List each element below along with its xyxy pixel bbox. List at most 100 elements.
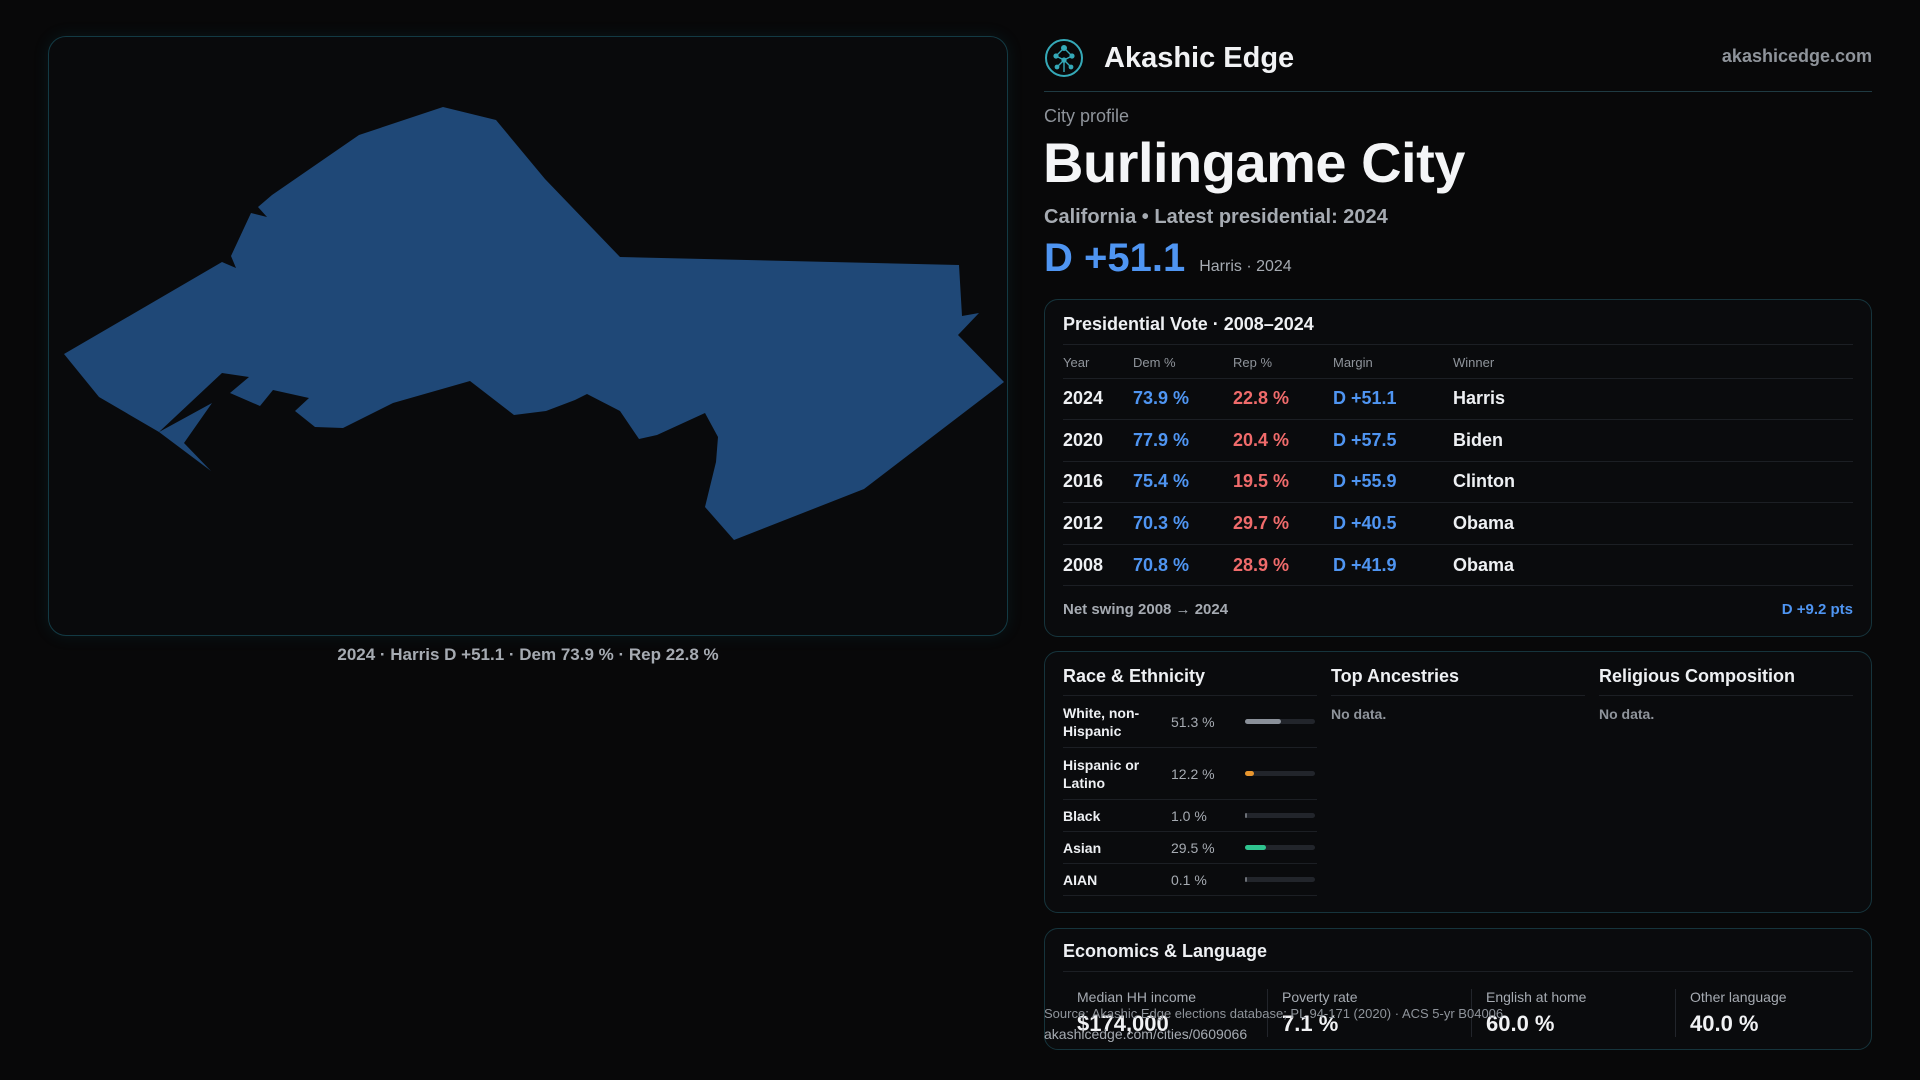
race-label: AIAN	[1063, 871, 1098, 888]
stat-poverty-rate: Poverty rate 7.1 %	[1267, 989, 1467, 1037]
race-bar	[1245, 813, 1315, 818]
dem-cell: 70.8 %	[1133, 544, 1233, 587]
economics-card: Economics & Language Median HH income $1…	[1044, 928, 1872, 1050]
site-link[interactable]: akashicedge.com	[1721, 46, 1872, 66]
dem-cell: 75.4 %	[1133, 461, 1233, 504]
race-bar	[1245, 771, 1315, 776]
religion-section: Religious Composition No data.	[1599, 666, 1853, 722]
stat-value: $174,000	[1077, 1011, 1169, 1036]
vote-card-title: Presidential Vote · 2008–2024	[1063, 314, 1314, 334]
race-bar	[1245, 719, 1315, 724]
table-row: 2016 75.4 % 19.5 % D +55.9 Clinton	[1063, 461, 1853, 504]
economics-title: Economics & Language	[1063, 941, 1268, 961]
margin-cell: D +40.5	[1333, 502, 1453, 545]
presidential-vote-card: Presidential Vote · 2008–2024 Year Dem %…	[1044, 299, 1872, 637]
stat-english-at-home: English at home 60.0 %	[1471, 989, 1671, 1037]
year-cell: 2016	[1063, 461, 1133, 504]
winner-cell: Clinton	[1453, 461, 1853, 504]
race-row: White, non-Hispanic 51.3 %	[1063, 696, 1317, 748]
tree-of-life-icon	[1045, 39, 1083, 77]
race-row: Black 1.0 %	[1063, 800, 1317, 832]
winner-cell: Obama	[1453, 502, 1853, 545]
race-percent: 12.2 %	[1171, 765, 1215, 782]
page-title: Burlingame City	[1043, 131, 1465, 194]
race-label: White, non-Hispanic	[1063, 704, 1140, 739]
rep-cell: 29.7 %	[1233, 502, 1333, 545]
demographics-card: Race & Ethnicity White, non-Hispanic 51.…	[1044, 651, 1872, 913]
dem-cell: 70.3 %	[1133, 502, 1233, 545]
header-divider	[1044, 91, 1872, 92]
margin-cell: D +41.9	[1333, 544, 1453, 587]
rep-cell: 28.9 %	[1233, 544, 1333, 587]
race-percent: 1.0 %	[1171, 807, 1207, 824]
map-svg	[64, 107, 1004, 540]
ancestry-title: Top Ancestries	[1331, 666, 1585, 696]
stat-value: 60.0 %	[1486, 1011, 1555, 1036]
table-header-row: Year Dem % Rep % Margin Winner	[1063, 348, 1853, 379]
city-subtitle: California • Latest presidential: 2024	[1044, 206, 1388, 228]
table-row: 2024 73.9 % 22.8 % D +51.1 Harris	[1063, 378, 1853, 421]
race-bar	[1245, 845, 1315, 850]
race-bar-fill	[1245, 719, 1281, 724]
race-bar-fill	[1245, 813, 1247, 818]
column-header-winner: Winner	[1453, 348, 1853, 379]
city-boundary-shape	[64, 107, 1004, 540]
race-percent: 0.1 %	[1171, 871, 1207, 888]
table-row: 2020 77.9 % 20.4 % D +57.5 Biden	[1063, 419, 1853, 462]
headline-margin: D +51.1 Harris · 2024	[1044, 236, 1292, 281]
race-row: Asian 29.5 %	[1063, 832, 1317, 864]
race-label: Black	[1063, 807, 1101, 824]
race-percent: 29.5 %	[1171, 839, 1215, 856]
column-header-rep: Rep %	[1233, 348, 1333, 379]
divider	[1063, 971, 1853, 972]
rep-cell: 20.4 %	[1233, 419, 1333, 462]
religion-empty: No data.	[1599, 706, 1655, 722]
dem-cell: 73.9 %	[1133, 378, 1233, 421]
margin-note: Harris · 2024	[1199, 258, 1292, 275]
margin-cell: D +51.1	[1333, 378, 1453, 421]
race-ethnicity-section: Race & Ethnicity White, non-Hispanic 51.…	[1063, 666, 1317, 896]
race-row: Hispanic or Latino 12.2 %	[1063, 748, 1317, 800]
stat-label: Other language	[1690, 989, 1787, 1005]
year-cell: 2008	[1063, 544, 1133, 587]
race-row: AIAN 0.1 %	[1063, 864, 1317, 896]
divider	[1063, 344, 1853, 345]
brand[interactable]: Akashic Edge	[1044, 38, 1294, 78]
source-note: Source: Akashic Edge elections database;…	[1044, 1006, 1504, 1021]
stat-label: English at home	[1486, 989, 1587, 1005]
rep-cell: 22.8 %	[1233, 378, 1333, 421]
rep-cell: 19.5 %	[1233, 461, 1333, 504]
net-swing-label: Net swing 2008 → 2024	[1063, 601, 1229, 618]
city-boundary-map	[48, 36, 1008, 636]
winner-cell: Harris	[1453, 378, 1853, 421]
race-label: Asian	[1063, 839, 1102, 856]
vote-table: Year Dem % Rep % Margin Winner 2024 73.9…	[1063, 348, 1853, 587]
race-label: Hispanic or Latino	[1063, 756, 1140, 791]
winner-cell: Obama	[1453, 544, 1853, 587]
stat-value: 40.0 %	[1690, 1011, 1759, 1036]
race-bar-fill	[1245, 877, 1247, 882]
margin-cell: D +57.5	[1333, 419, 1453, 462]
year-cell: 2012	[1063, 502, 1133, 545]
margin-value: D +51.1	[1044, 236, 1186, 280]
map-caption: 2024 · Harris D +51.1 · Dem 73.9 % · Rep…	[337, 645, 719, 664]
page-url[interactable]: akashicedge.com/cities/0609066	[1044, 1026, 1248, 1042]
year-cell: 2024	[1063, 378, 1133, 421]
winner-cell: Biden	[1453, 419, 1853, 462]
column-header-year: Year	[1063, 348, 1133, 379]
column-header-margin: Margin	[1333, 348, 1453, 379]
profile-label: City profile	[1044, 106, 1130, 126]
net-swing-value: D +9.2 pts	[1781, 601, 1853, 618]
brand-name: Akashic Edge	[1104, 41, 1295, 74]
race-title: Race & Ethnicity	[1063, 666, 1317, 696]
table-row: 2008 70.8 % 28.9 % D +41.9 Obama	[1063, 544, 1853, 587]
year-cell: 2020	[1063, 419, 1133, 462]
stat-label: Poverty rate	[1282, 989, 1358, 1005]
race-percent: 51.3 %	[1171, 713, 1215, 730]
margin-cell: D +55.9	[1333, 461, 1453, 504]
ancestry-empty: No data.	[1331, 706, 1387, 722]
religion-title: Religious Composition	[1599, 666, 1853, 696]
stat-value: 7.1 %	[1282, 1011, 1339, 1036]
ancestry-section: Top Ancestries No data.	[1331, 666, 1585, 722]
race-bar-fill	[1245, 771, 1254, 776]
